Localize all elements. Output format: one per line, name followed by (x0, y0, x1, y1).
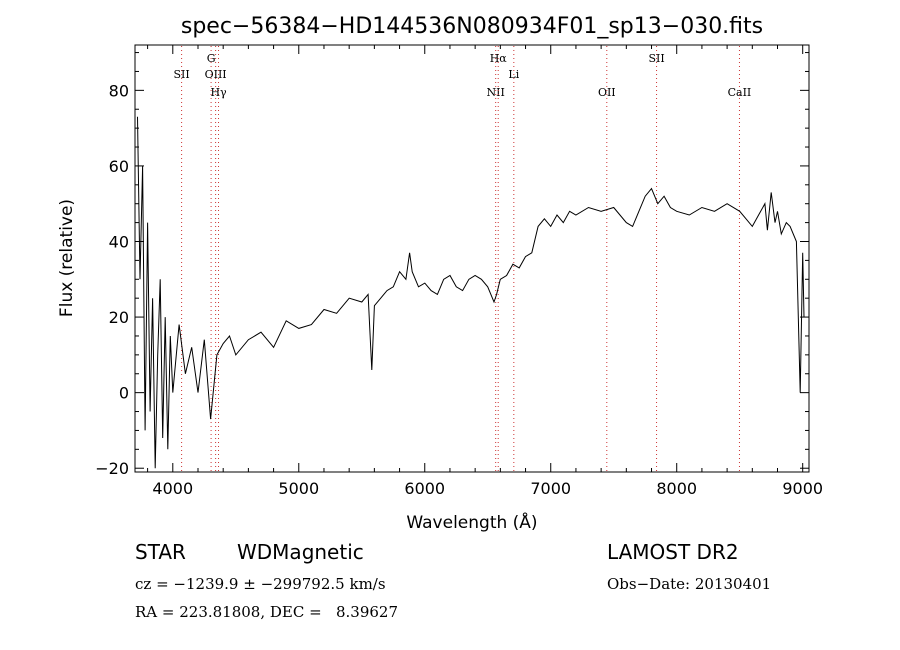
y-tick-label: −20 (95, 459, 129, 478)
redshift-text: cz = −1239.9 ± −299792.5 km/s (135, 575, 386, 593)
axis-ticks: 4000 5000 6000 7000 8000 9000 −20 0 20 40 60 80 (95, 45, 823, 498)
spectrum-line (137, 116, 805, 469)
line-marker-label: NII (487, 86, 505, 99)
y-tick-label: 0 (119, 384, 129, 403)
line-marker-label: OII (598, 86, 616, 99)
line-marker-label: Hγ (210, 86, 227, 99)
line-marker-label: G (207, 52, 216, 65)
x-tick-label: 9000 (782, 479, 823, 498)
y-tick-label: 60 (109, 157, 129, 176)
line-marker-label: Hα (490, 52, 508, 65)
chart-title: spec−56384−HD144536N080934F01_sp13−030.f… (181, 14, 763, 39)
line-marker-label: Li (508, 68, 519, 81)
y-tick-label: 40 (109, 232, 129, 251)
x-axis-label: Wavelength (Å) (406, 511, 537, 533)
x-tick-label: 8000 (656, 479, 697, 498)
x-tick-label: 5000 (278, 479, 319, 498)
obs-date-text: Obs−Date: 20130401 (607, 575, 772, 593)
y-axis-label: Flux (relative) (57, 199, 77, 317)
line-marker-label: SII (173, 68, 189, 81)
object-type: STAR (135, 540, 186, 564)
radec-text: RA = 223.81808, DEC = 8.39627 (135, 603, 399, 621)
survey-name: LAMOST DR2 (607, 540, 739, 564)
object-subclass: WDMagnetic (237, 540, 364, 564)
line-marker-label: SII (648, 52, 664, 65)
x-tick-label: 4000 (152, 479, 193, 498)
line-marker-label: CaII (728, 86, 752, 99)
x-tick-label: 7000 (530, 479, 571, 498)
x-tick-label: 6000 (404, 479, 445, 498)
y-tick-label: 80 (109, 81, 129, 100)
y-tick-label: 20 (109, 308, 129, 327)
line-marker-label: OIII (205, 68, 227, 81)
plot-frame (134, 44, 810, 473)
